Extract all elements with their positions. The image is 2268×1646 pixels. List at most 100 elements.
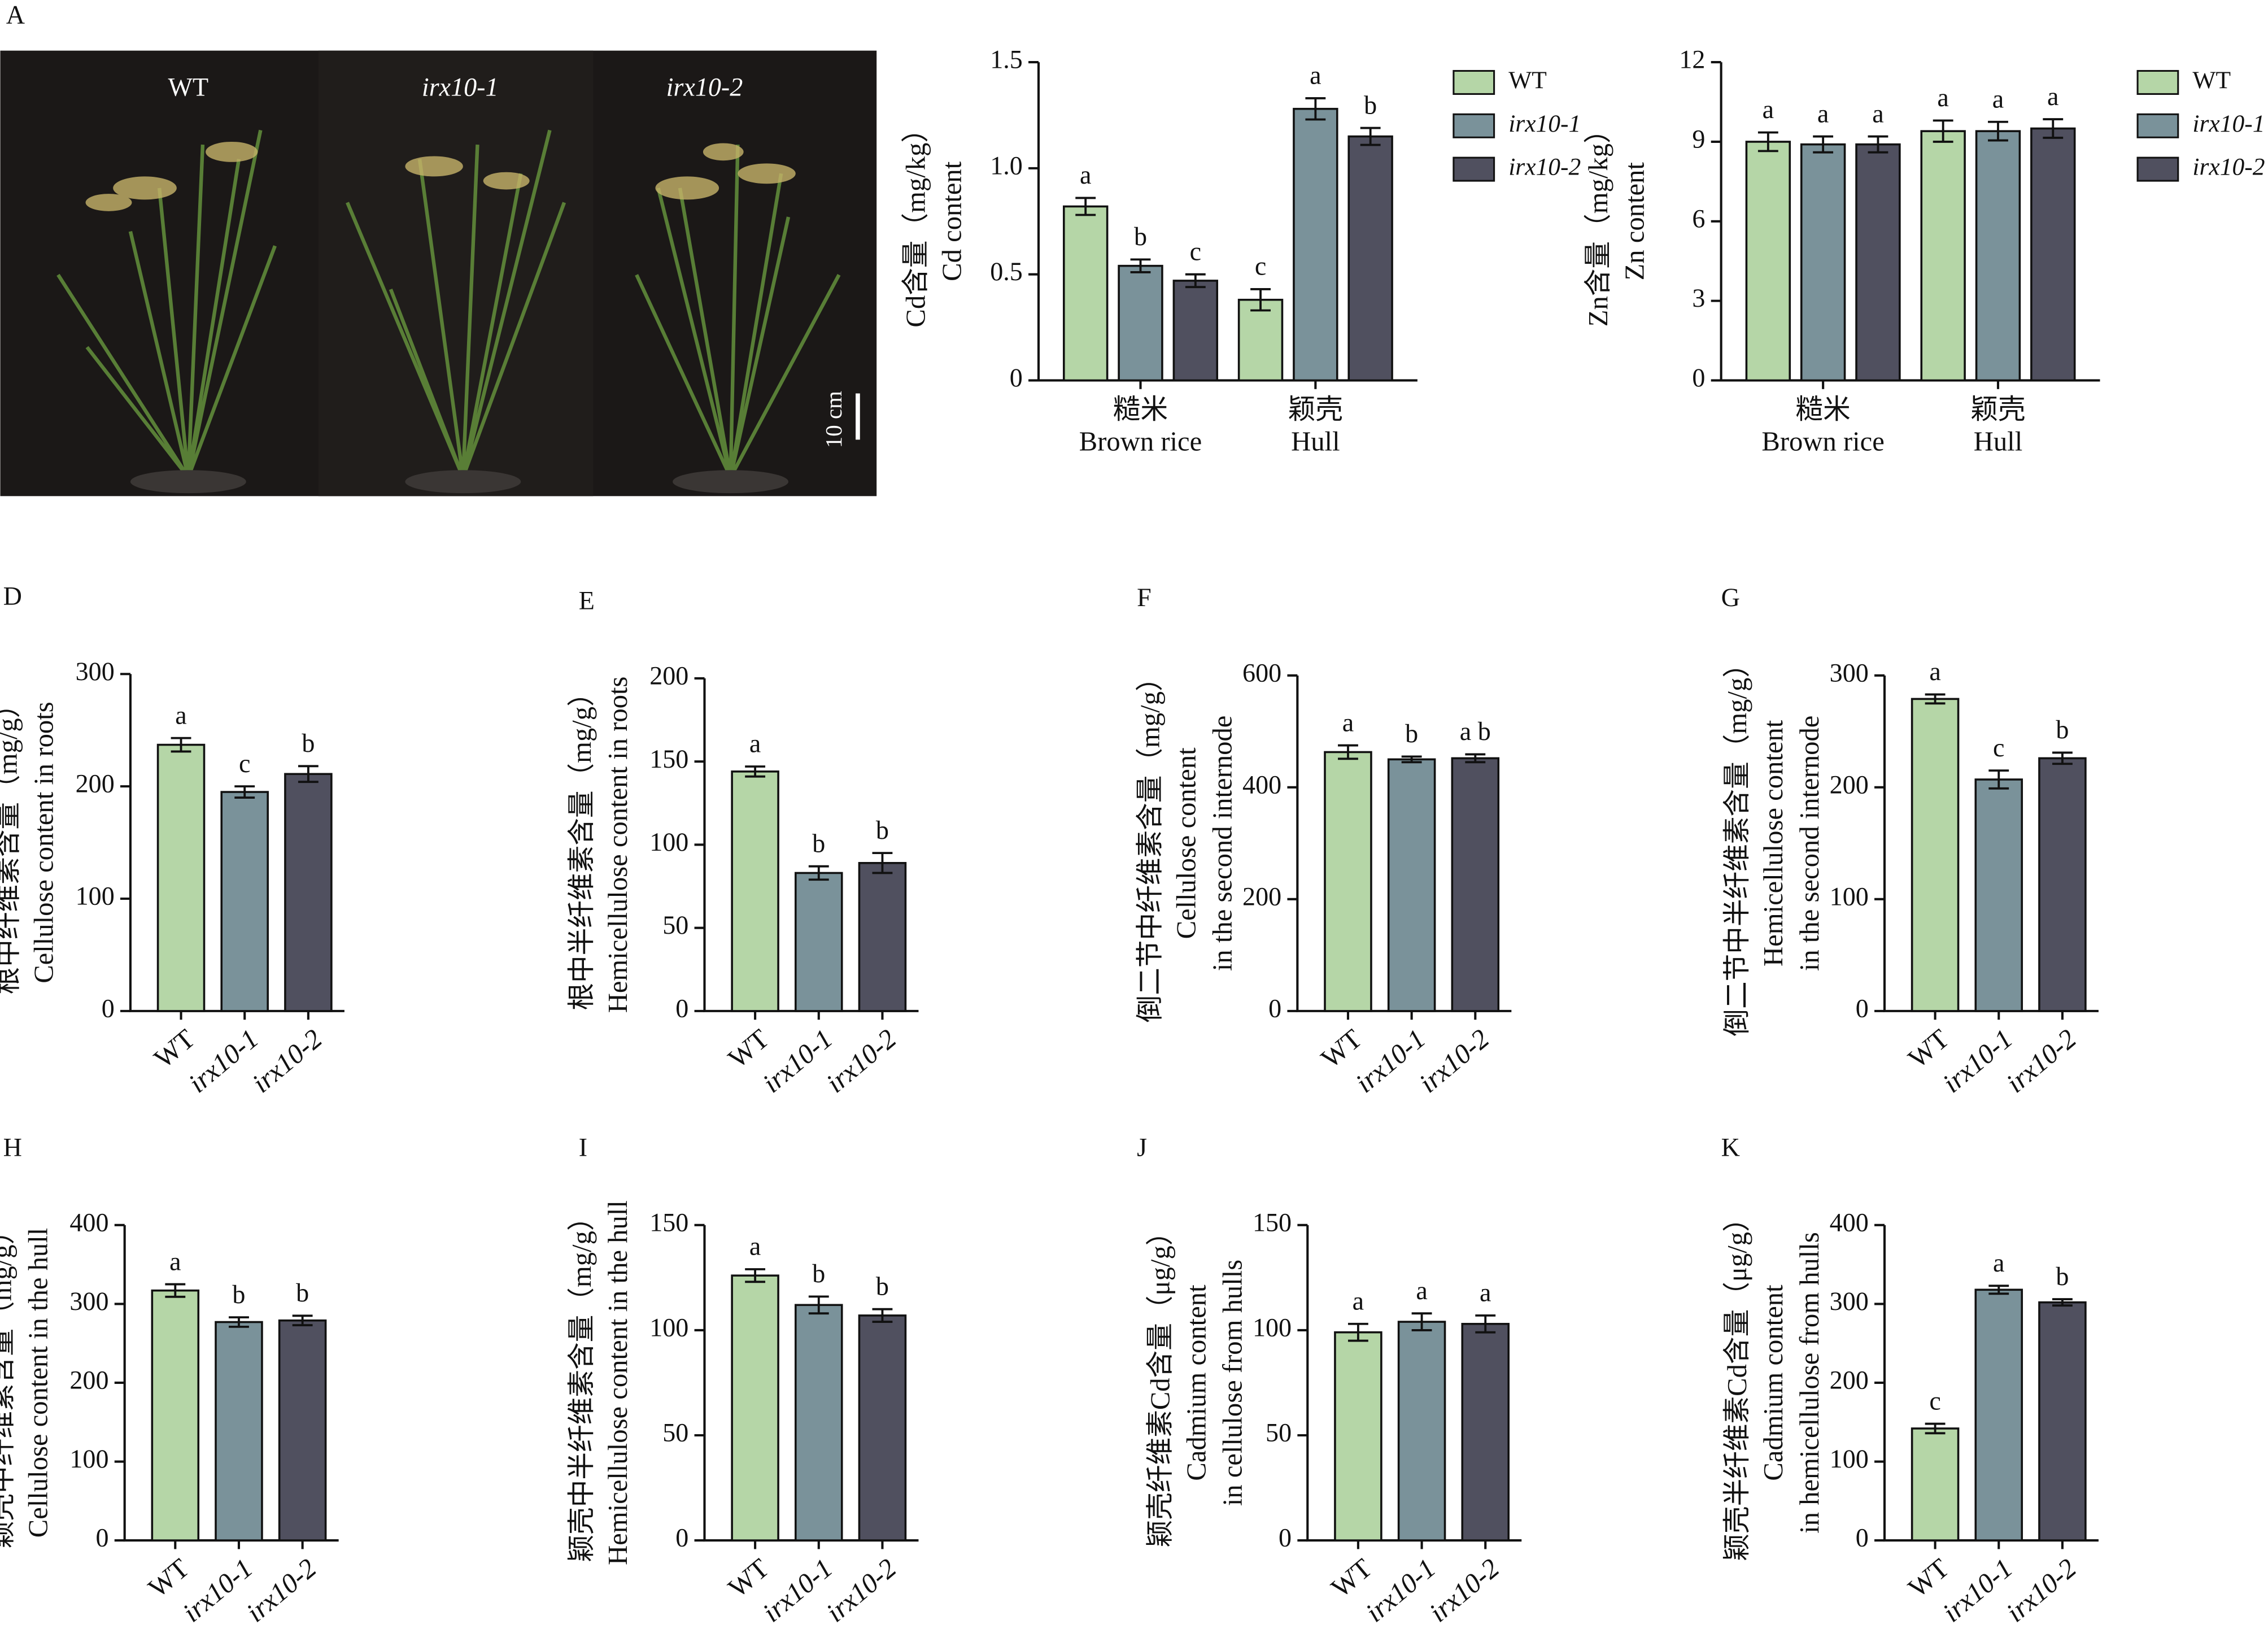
legend-label: irx10-2 bbox=[2192, 154, 2265, 181]
bar bbox=[215, 1321, 263, 1542]
bar bbox=[795, 872, 843, 1012]
y-tick-label: 0 bbox=[1268, 994, 1281, 1022]
bar bbox=[858, 1314, 907, 1542]
y-tick-label: 0 bbox=[1279, 1523, 1292, 1552]
y-axis-label: 根中半纤维素含量（mg/g） bbox=[566, 679, 597, 1010]
significance-letter: a bbox=[1480, 1278, 1491, 1307]
y-tick-label: 150 bbox=[1253, 1208, 1292, 1236]
y-tick-label: 0 bbox=[1692, 363, 1705, 392]
x-tick-label: irx10-1 bbox=[177, 1553, 258, 1628]
y-tick-label: 100 bbox=[1830, 1444, 1869, 1473]
error-bar bbox=[1401, 755, 1422, 764]
error-bar bbox=[1185, 273, 1206, 289]
y-tick-label: 50 bbox=[1266, 1418, 1292, 1447]
bar bbox=[1855, 143, 1901, 382]
bar bbox=[1461, 1322, 1510, 1542]
error-bar bbox=[1933, 119, 1953, 143]
y-axis-label: Hemicellulose content bbox=[1758, 720, 1789, 966]
error-bar bbox=[1925, 1422, 1946, 1435]
legend-swatch bbox=[2136, 113, 2179, 138]
y-axis-label: Zn含量（mg/kg） bbox=[1583, 116, 1613, 326]
error-bar bbox=[1305, 97, 1326, 121]
legend-swatch bbox=[1453, 113, 1495, 138]
y-tick-label: 200 bbox=[1242, 882, 1281, 911]
error-bar bbox=[165, 1283, 186, 1298]
significance-letter: a bbox=[1817, 99, 1829, 128]
x-tick-label: irx10-1 bbox=[1937, 1553, 2018, 1628]
x-tick-label: irx10-2 bbox=[1414, 1024, 1495, 1099]
y-axis-label: Cellulose content in the hull bbox=[23, 1228, 53, 1538]
y-tick-label: 6 bbox=[1692, 204, 1705, 233]
bar bbox=[1397, 1321, 1446, 1542]
error-bar bbox=[2052, 751, 2073, 765]
x-tick-label: irx10-2 bbox=[821, 1553, 902, 1628]
bar bbox=[1334, 1331, 1382, 1542]
bar bbox=[284, 773, 333, 1012]
error-bar bbox=[1757, 131, 1778, 153]
y-axis-label: Zn content bbox=[1619, 162, 1650, 281]
y-tick-label: 150 bbox=[649, 744, 688, 773]
error-bar bbox=[292, 1314, 313, 1327]
y-tick-label: 400 bbox=[1242, 770, 1281, 799]
y-axis-label: in hemicellulose from hulls bbox=[1794, 1232, 1825, 1534]
significance-letter: b bbox=[232, 1280, 245, 1309]
y-tick-label: 400 bbox=[1830, 1208, 1869, 1236]
panel-letter: A bbox=[6, 0, 25, 29]
y-tick-label: 300 bbox=[1830, 658, 1869, 687]
y-tick-label: 100 bbox=[69, 1444, 108, 1473]
legend-swatch bbox=[2136, 69, 2179, 95]
bar bbox=[220, 791, 269, 1012]
bar bbox=[151, 1289, 200, 1542]
y-axis-label: Cadmium content bbox=[1181, 1284, 1211, 1481]
error-bar bbox=[2052, 1298, 2073, 1307]
error-bar bbox=[2043, 118, 2064, 139]
error-bar bbox=[1465, 753, 1486, 764]
y-axis-label: 根中纤维素含量（mg/g） bbox=[0, 691, 23, 995]
panel-letter: K bbox=[1721, 1133, 1740, 1161]
y-tick-label: 50 bbox=[662, 911, 688, 939]
significance-letter: b bbox=[296, 1278, 309, 1307]
y-tick-label: 0 bbox=[1856, 1523, 1869, 1552]
bar bbox=[1911, 1427, 1960, 1542]
significance-letter: a bbox=[1763, 95, 1774, 124]
x-tick-label: irx10-2 bbox=[241, 1553, 322, 1628]
error-bar bbox=[229, 1316, 249, 1328]
panel-letter: I bbox=[579, 1133, 587, 1161]
x-tick-label: irx10-1 bbox=[183, 1024, 264, 1099]
y-tick-label: 0 bbox=[102, 994, 115, 1022]
significance-letter: b bbox=[1134, 222, 1147, 251]
panel-letter: E bbox=[579, 586, 595, 615]
significance-letter: a bbox=[749, 1232, 761, 1261]
y-axis-label: 倒二节中半纤维素含量（mg/g） bbox=[1722, 650, 1752, 1037]
x-tick-label: Brown rice bbox=[1761, 426, 1884, 456]
bar bbox=[1745, 141, 1791, 382]
x-tick-label: 颖壳 bbox=[1288, 394, 1343, 425]
error-bar bbox=[234, 785, 255, 799]
legend-label: WT bbox=[2192, 67, 2231, 94]
significance-letter: a bbox=[1353, 1286, 1364, 1315]
error-bar bbox=[1988, 120, 2008, 142]
bar bbox=[1451, 757, 1500, 1012]
panel-letter: D bbox=[3, 582, 22, 611]
y-tick-label: 200 bbox=[649, 661, 688, 690]
x-tick-label: 糙米 bbox=[1795, 394, 1850, 425]
significance-letter: a bbox=[749, 729, 761, 758]
error-bar bbox=[1130, 258, 1151, 273]
y-axis-label: in the second internode bbox=[1207, 716, 1237, 972]
y-tick-label: 300 bbox=[1830, 1287, 1869, 1316]
x-tick-label: irx10-1 bbox=[757, 1024, 838, 1099]
y-tick-label: 9 bbox=[1692, 125, 1705, 154]
photo-label: irx10-1 bbox=[422, 72, 499, 101]
y-tick-label: 100 bbox=[76, 882, 115, 911]
significance-letter: b bbox=[2056, 715, 2069, 744]
error-bar bbox=[1250, 288, 1271, 312]
significance-letter: c bbox=[1993, 733, 2004, 762]
significance-letter: c bbox=[1190, 237, 1201, 265]
bar bbox=[1172, 280, 1219, 382]
y-tick-label: 200 bbox=[69, 1366, 108, 1395]
error-bar bbox=[298, 765, 319, 783]
x-tick-label: Brown rice bbox=[1079, 426, 1202, 456]
y-tick-label: 100 bbox=[649, 828, 688, 856]
bar bbox=[1975, 130, 2021, 382]
